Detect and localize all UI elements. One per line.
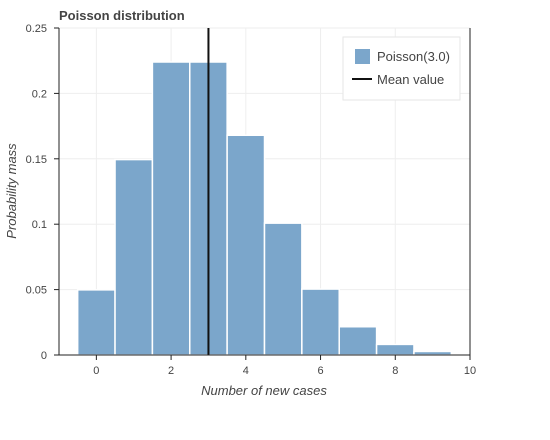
x-tick-label: 4 [243,365,249,377]
chart-title: Poisson distribution [59,8,185,23]
x-ticks: 0 2 4 6 8 10 [93,355,476,377]
y-tick-label: 0 [41,350,47,362]
x-tick-label: 0 [93,365,99,377]
bar-2 [151,61,191,356]
legend-label-mean: Mean value [377,72,444,87]
x-tick-label: 2 [168,365,174,377]
bar-8 [375,343,415,356]
y-tick-label: 0.15 [26,154,47,166]
x-tick-label: 8 [392,365,398,377]
bar-9 [413,350,453,356]
x-tick-label: 6 [317,365,323,377]
y-axis-title: Probability mass [4,143,19,239]
y-tick-label: 0.25 [26,23,47,35]
legend-label-poisson: Poisson(3.0) [377,49,450,64]
legend-box [342,36,461,101]
legend: Poisson(3.0) Mean value [342,36,461,101]
bar-5 [263,222,303,356]
bar-4 [226,134,266,356]
bar-7 [338,325,378,356]
axes [58,28,471,356]
y-tick-label: 0.1 [32,219,47,231]
legend-swatch-bar [355,49,370,64]
y-tick-label: 0.2 [32,88,47,100]
bar-1 [114,158,154,356]
y-tick-label: 0.05 [26,285,47,297]
x-tick-label: 10 [464,365,476,377]
y-ticks: 0 0.05 0.1 0.15 0.2 0.25 [26,23,59,362]
bar-6 [301,288,340,356]
bar-0 [76,289,116,356]
x-axis-title: Number of new cases [201,383,327,398]
